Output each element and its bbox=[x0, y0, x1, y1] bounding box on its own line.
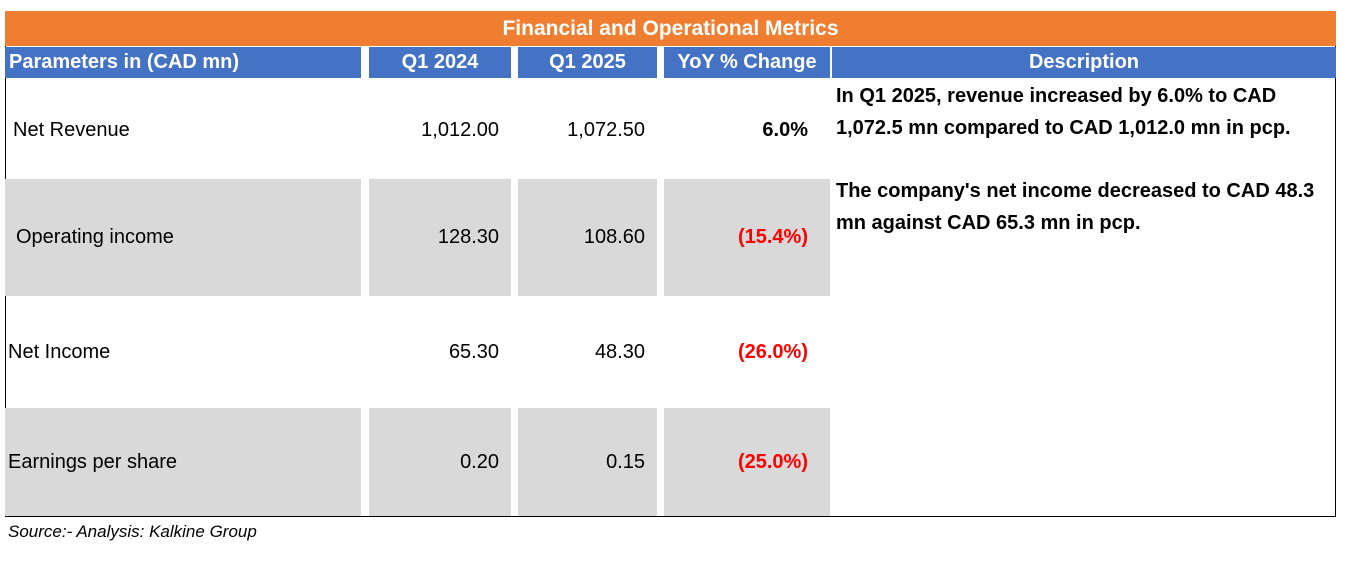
description-revenue: In Q1 2025, revenue increased by 6.0% to… bbox=[836, 85, 1291, 139]
net-revenue-q1-2025: 1,072.50 bbox=[567, 118, 645, 141]
operating-income-yoy: (15.4%) bbox=[664, 179, 830, 296]
net-revenue-yoy: 6.0% bbox=[762, 118, 808, 141]
column-header-q1-2025: Q1 2025 bbox=[518, 47, 657, 78]
row-label-net-income: Net Income bbox=[8, 340, 111, 363]
row-label-net-revenue: Net Revenue bbox=[13, 118, 130, 141]
column-header-yoy-change: YoY % Change bbox=[664, 47, 830, 78]
operating-income-q1-2025: 108.60 bbox=[518, 179, 657, 296]
net-revenue-q1-2024: 1,012.00 bbox=[421, 118, 499, 141]
net-income-yoy: (26.0%) bbox=[737, 340, 808, 363]
operating-income-q1-2024: 128.30 bbox=[369, 179, 511, 296]
eps-yoy: (25.0%) bbox=[664, 408, 830, 516]
row-label-operating-income: Operating income bbox=[5, 179, 361, 296]
eps-q1-2025: 0.15 bbox=[518, 408, 657, 516]
column-header-q1-2024: Q1 2024 bbox=[369, 47, 511, 78]
table-title: Financial and Operational Metrics bbox=[5, 11, 1336, 46]
net-income-q1-2024: 65.30 bbox=[448, 340, 499, 363]
net-income-q1-2025: 48.30 bbox=[594, 340, 645, 363]
eps-q1-2024: 0.20 bbox=[369, 408, 511, 516]
description-net-income: The company's net income decreased to CA… bbox=[836, 180, 1315, 234]
source-note: Source:- Analysis: Kalkine Group bbox=[8, 522, 257, 541]
column-header-parameters: Parameters in (CAD mn) bbox=[5, 47, 361, 78]
row-label-earnings-per-share: Earnings per share bbox=[5, 408, 361, 516]
column-header-description: Description bbox=[832, 47, 1336, 78]
